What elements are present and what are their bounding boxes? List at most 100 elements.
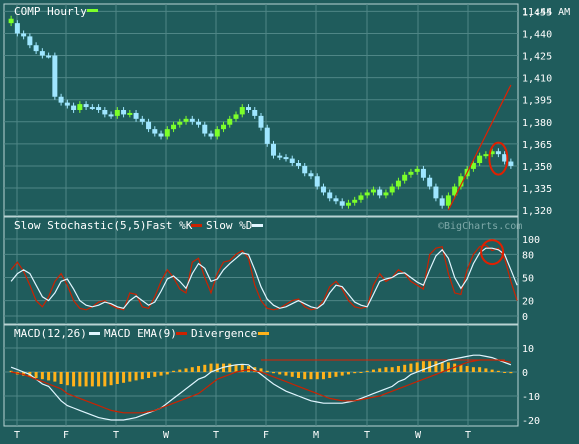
candle-body bbox=[283, 157, 289, 160]
candle-body bbox=[214, 129, 220, 137]
divergence-bar bbox=[103, 372, 107, 387]
divergence-bar bbox=[284, 372, 288, 376]
divergence-bar bbox=[215, 363, 219, 372]
price-tick-label: 1,380 bbox=[522, 118, 552, 129]
divergence-bar bbox=[465, 366, 469, 372]
price-tick-label: 1,395 bbox=[522, 96, 552, 107]
candle-body bbox=[52, 55, 58, 97]
candle-body bbox=[133, 112, 139, 119]
divergence-bar bbox=[496, 370, 500, 372]
candle-body bbox=[477, 155, 483, 163]
divergence-bar bbox=[346, 372, 350, 375]
candle-body bbox=[352, 199, 358, 203]
divergence-bar bbox=[321, 372, 325, 380]
macd-series bbox=[9, 354, 513, 421]
divergence-bar bbox=[265, 370, 269, 372]
candle-body bbox=[14, 23, 20, 34]
candle-body bbox=[27, 36, 33, 46]
divergence-bar bbox=[165, 372, 169, 375]
divergence-bar bbox=[509, 372, 513, 374]
candle-body bbox=[58, 96, 64, 103]
divergence-bar bbox=[271, 372, 275, 374]
candle-body bbox=[64, 102, 70, 106]
divergence-bar bbox=[203, 364, 207, 372]
stochastic-legend-fast: Fast %K bbox=[146, 219, 193, 232]
price-series bbox=[8, 15, 514, 211]
divergence-bar bbox=[122, 372, 126, 383]
divergence-bar bbox=[415, 362, 419, 372]
candle-body bbox=[108, 114, 114, 117]
price-tick-label: 1,425 bbox=[522, 52, 552, 63]
candle-body bbox=[158, 133, 164, 137]
candle-body bbox=[483, 154, 489, 157]
divergence-bar bbox=[65, 372, 69, 386]
candle-body bbox=[408, 171, 414, 175]
candle-body bbox=[420, 168, 426, 178]
divergence-bar bbox=[147, 372, 151, 378]
divergence-bar bbox=[47, 372, 51, 381]
candle-body bbox=[370, 189, 376, 193]
x-tick-label: F bbox=[63, 430, 69, 441]
candle-body bbox=[333, 198, 339, 202]
divergence-bar bbox=[490, 369, 494, 372]
candle-body bbox=[402, 174, 408, 181]
candle-body bbox=[83, 104, 89, 108]
candle-body bbox=[77, 104, 83, 110]
stochastic-tick-label: 50 bbox=[522, 274, 534, 285]
candle-body bbox=[395, 180, 401, 187]
annotation-circle bbox=[488, 141, 509, 176]
candle-body bbox=[164, 129, 170, 137]
divergence-bar bbox=[484, 368, 488, 372]
price-panel bbox=[3, 3, 519, 217]
price-tick-label: 1,335 bbox=[522, 184, 552, 195]
candle-body bbox=[152, 129, 158, 134]
divergence-bar bbox=[34, 372, 38, 378]
divergence-bar bbox=[59, 372, 63, 384]
candle-body bbox=[427, 177, 433, 187]
stochastic-tick-label: 80 bbox=[522, 250, 534, 261]
candle-body bbox=[39, 51, 45, 56]
candle-body bbox=[289, 158, 295, 163]
trendline bbox=[447, 84, 512, 211]
candle-body bbox=[252, 110, 258, 116]
candle-body bbox=[146, 121, 152, 130]
divergence-bar bbox=[290, 372, 294, 377]
divergence-bar bbox=[303, 372, 307, 380]
divergence-bar bbox=[503, 372, 507, 373]
price-tick-label: 1,365 bbox=[522, 140, 552, 151]
x-tick-label: W bbox=[163, 430, 170, 441]
stochastic-legend-slow: Slow %D bbox=[206, 219, 252, 232]
divergence-bar bbox=[421, 361, 425, 372]
divergence-bar bbox=[128, 372, 132, 382]
divergence-bar bbox=[72, 372, 76, 387]
watermark: ©BigCharts.com bbox=[438, 221, 522, 232]
divergence-bar bbox=[378, 368, 382, 372]
candle-body bbox=[127, 112, 133, 115]
candle-body bbox=[246, 107, 252, 110]
macd-legend-ema: MACD EMA(9) bbox=[104, 327, 177, 340]
stochastic-tick-label: 20 bbox=[522, 297, 534, 308]
macd-tick-label: 0 bbox=[522, 368, 528, 379]
candle-body bbox=[339, 201, 345, 206]
price-tick-label: 1,350 bbox=[522, 162, 552, 173]
divergence-swatch bbox=[258, 332, 269, 335]
divergence-bar bbox=[234, 364, 238, 372]
candle-body bbox=[489, 151, 495, 155]
candle-body bbox=[358, 195, 364, 200]
candle-body bbox=[314, 176, 320, 187]
macd-ema-swatch bbox=[176, 332, 187, 335]
candle-body bbox=[414, 168, 420, 172]
fast-k-line bbox=[10, 244, 518, 311]
divergence-bar bbox=[228, 363, 232, 372]
divergence-bar bbox=[109, 372, 113, 386]
candle-body bbox=[383, 192, 389, 196]
divergence-bar bbox=[309, 372, 313, 380]
candle-body bbox=[121, 110, 127, 115]
candle-body bbox=[327, 192, 333, 199]
macd-tick-label: -10 bbox=[522, 392, 540, 403]
candle-body bbox=[470, 163, 476, 169]
candle-body bbox=[320, 186, 326, 193]
divergence-bar bbox=[446, 362, 450, 372]
candle-body bbox=[495, 151, 501, 155]
